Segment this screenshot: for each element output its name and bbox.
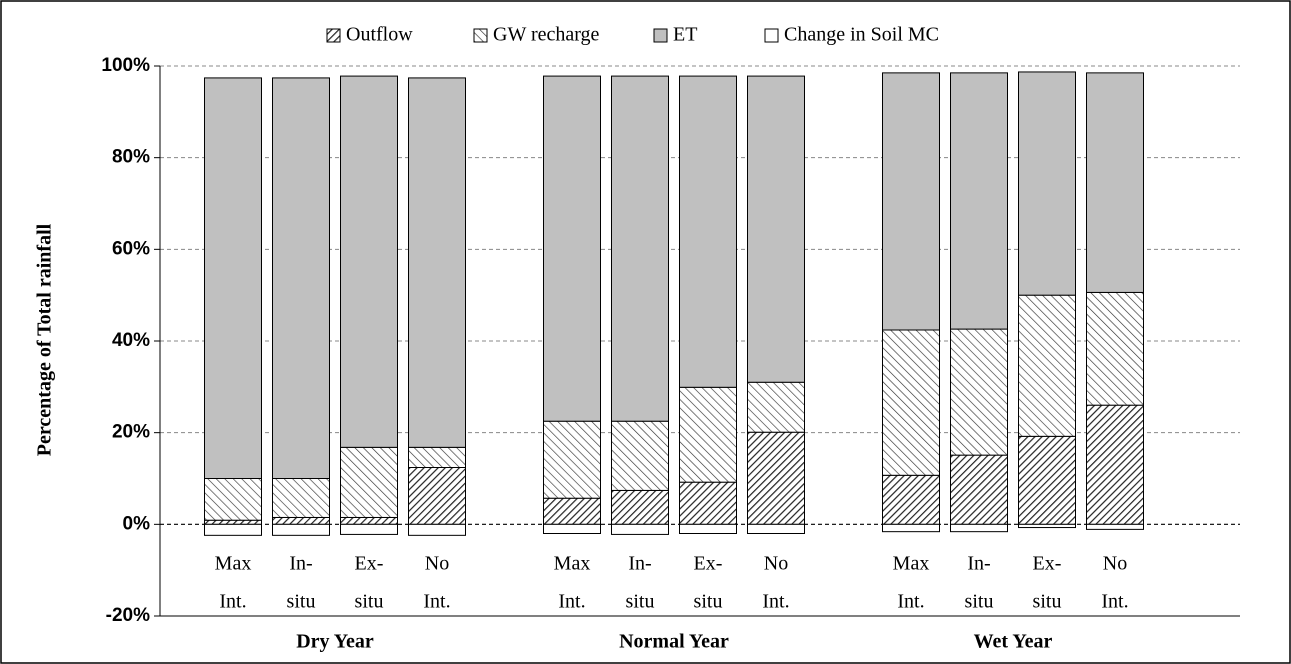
- x-tick-label: Int.: [897, 591, 924, 613]
- bar-segment: [340, 75, 398, 448]
- bar-segment: [882, 523, 940, 533]
- x-tick-label: Ex-: [1033, 553, 1062, 575]
- legend-swatch: [473, 28, 488, 43]
- y-tick-label: 60%: [112, 238, 150, 259]
- bar-segment: [543, 523, 601, 534]
- bar-segment: [340, 523, 398, 535]
- bar-segment: [950, 328, 1008, 456]
- bar-segment: [679, 523, 737, 534]
- bar-segment: [408, 446, 466, 469]
- legend-label: GW recharge: [493, 24, 600, 46]
- x-tick-label: Int.: [558, 591, 585, 613]
- bar-segment: [882, 72, 940, 331]
- bar-segment: [543, 497, 601, 525]
- bar-segment: [611, 420, 669, 491]
- bar-segment: [272, 516, 330, 525]
- bar-segment: [950, 523, 1008, 533]
- x-tick-label: situ: [965, 591, 994, 613]
- legend-swatch: [326, 28, 341, 43]
- x-tick-label: Max: [554, 553, 591, 575]
- legend-label: Outflow: [346, 24, 413, 46]
- bar-segment: [408, 77, 466, 448]
- y-tick-label: -20%: [106, 605, 150, 626]
- y-tick-label: 20%: [112, 422, 150, 443]
- y-tick-label: 0%: [123, 513, 151, 534]
- bar-segment: [1018, 294, 1076, 437]
- y-tick-label: 100%: [101, 55, 150, 76]
- x-tick-label: situ: [626, 591, 655, 613]
- x-tick-label: No: [1103, 553, 1127, 575]
- x-tick-label: In-: [289, 553, 312, 575]
- bar-segment: [340, 516, 398, 525]
- bar-segment: [340, 446, 398, 518]
- bar-segment: [679, 481, 737, 525]
- group-label: Dry Year: [296, 631, 374, 653]
- bar-segment: [679, 75, 737, 388]
- bar-segment: [1086, 523, 1144, 530]
- bar-segment: [272, 478, 330, 518]
- bar-segment: [204, 77, 262, 480]
- x-tick-label: Ex-: [355, 553, 384, 575]
- bar-segment: [950, 454, 1008, 525]
- legend-swatch: [653, 28, 668, 43]
- group-label: Normal Year: [619, 631, 729, 653]
- bar-segment: [611, 75, 669, 422]
- x-tick-label: situ: [355, 591, 384, 613]
- bar-segment: [882, 329, 940, 476]
- bar-segment: [1086, 404, 1144, 525]
- legend-swatch: [764, 28, 779, 43]
- bar-segment: [611, 523, 669, 535]
- y-tick-label: 80%: [112, 147, 150, 168]
- legend-label: ET: [673, 24, 697, 46]
- x-tick-label: Int.: [219, 591, 246, 613]
- bar-segment: [204, 523, 262, 536]
- bar-segment: [747, 523, 805, 534]
- bar-segment: [882, 474, 940, 525]
- x-tick-label: Ex-: [694, 553, 723, 575]
- x-tick-label: Int.: [423, 591, 450, 613]
- bar-segment: [272, 77, 330, 480]
- x-tick-label: No: [425, 553, 449, 575]
- bar-segment: [543, 75, 601, 422]
- bar-segment: [747, 75, 805, 383]
- bar-segment: [543, 420, 601, 499]
- bar-segment: [679, 386, 737, 483]
- bar-segment: [950, 72, 1008, 330]
- group-label: Wet Year: [974, 631, 1053, 653]
- bar-segment: [1018, 71, 1076, 296]
- bar-segment: [1086, 291, 1144, 406]
- y-tick-label: 40%: [112, 330, 150, 351]
- x-tick-label: In-: [628, 553, 651, 575]
- x-tick-label: Max: [215, 553, 252, 575]
- bar-segment: [1018, 523, 1076, 529]
- bar-segment: [204, 478, 262, 521]
- x-tick-label: Max: [893, 553, 930, 575]
- bar-segment: [611, 489, 669, 525]
- bar-segment: [204, 519, 262, 525]
- bar-segment: [1086, 72, 1144, 293]
- bar-segment: [272, 523, 330, 536]
- legend-label: Change in Soil MC: [784, 24, 939, 46]
- x-tick-label: Int.: [1101, 591, 1128, 613]
- x-tick-label: situ: [1033, 591, 1062, 613]
- y-axis-label: Percentage of Total rainfall: [34, 223, 56, 456]
- x-tick-label: situ: [694, 591, 723, 613]
- x-tick-label: Int.: [762, 591, 789, 613]
- x-tick-label: In-: [967, 553, 990, 575]
- bar-segment: [408, 467, 466, 525]
- bar-segment: [747, 381, 805, 433]
- x-tick-label: No: [764, 553, 788, 575]
- x-tick-label: situ: [287, 591, 316, 613]
- bar-segment: [1018, 435, 1076, 525]
- bar-segment: [747, 431, 805, 525]
- bar-segment: [408, 523, 466, 536]
